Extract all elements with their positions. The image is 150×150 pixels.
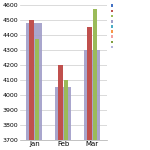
Bar (56, 87, 71, 140)
Bar (84, 50, 100, 140)
Bar (34, 39, 39, 140)
Bar (29, 20, 34, 140)
Bar (58, 65, 63, 140)
Bar (64, 80, 69, 140)
Bar (26, 23, 42, 140)
Bar (93, 9, 98, 140)
Bar (87, 27, 92, 140)
Legend: , , , , , , , , : , , , , , , , , (111, 4, 114, 50)
